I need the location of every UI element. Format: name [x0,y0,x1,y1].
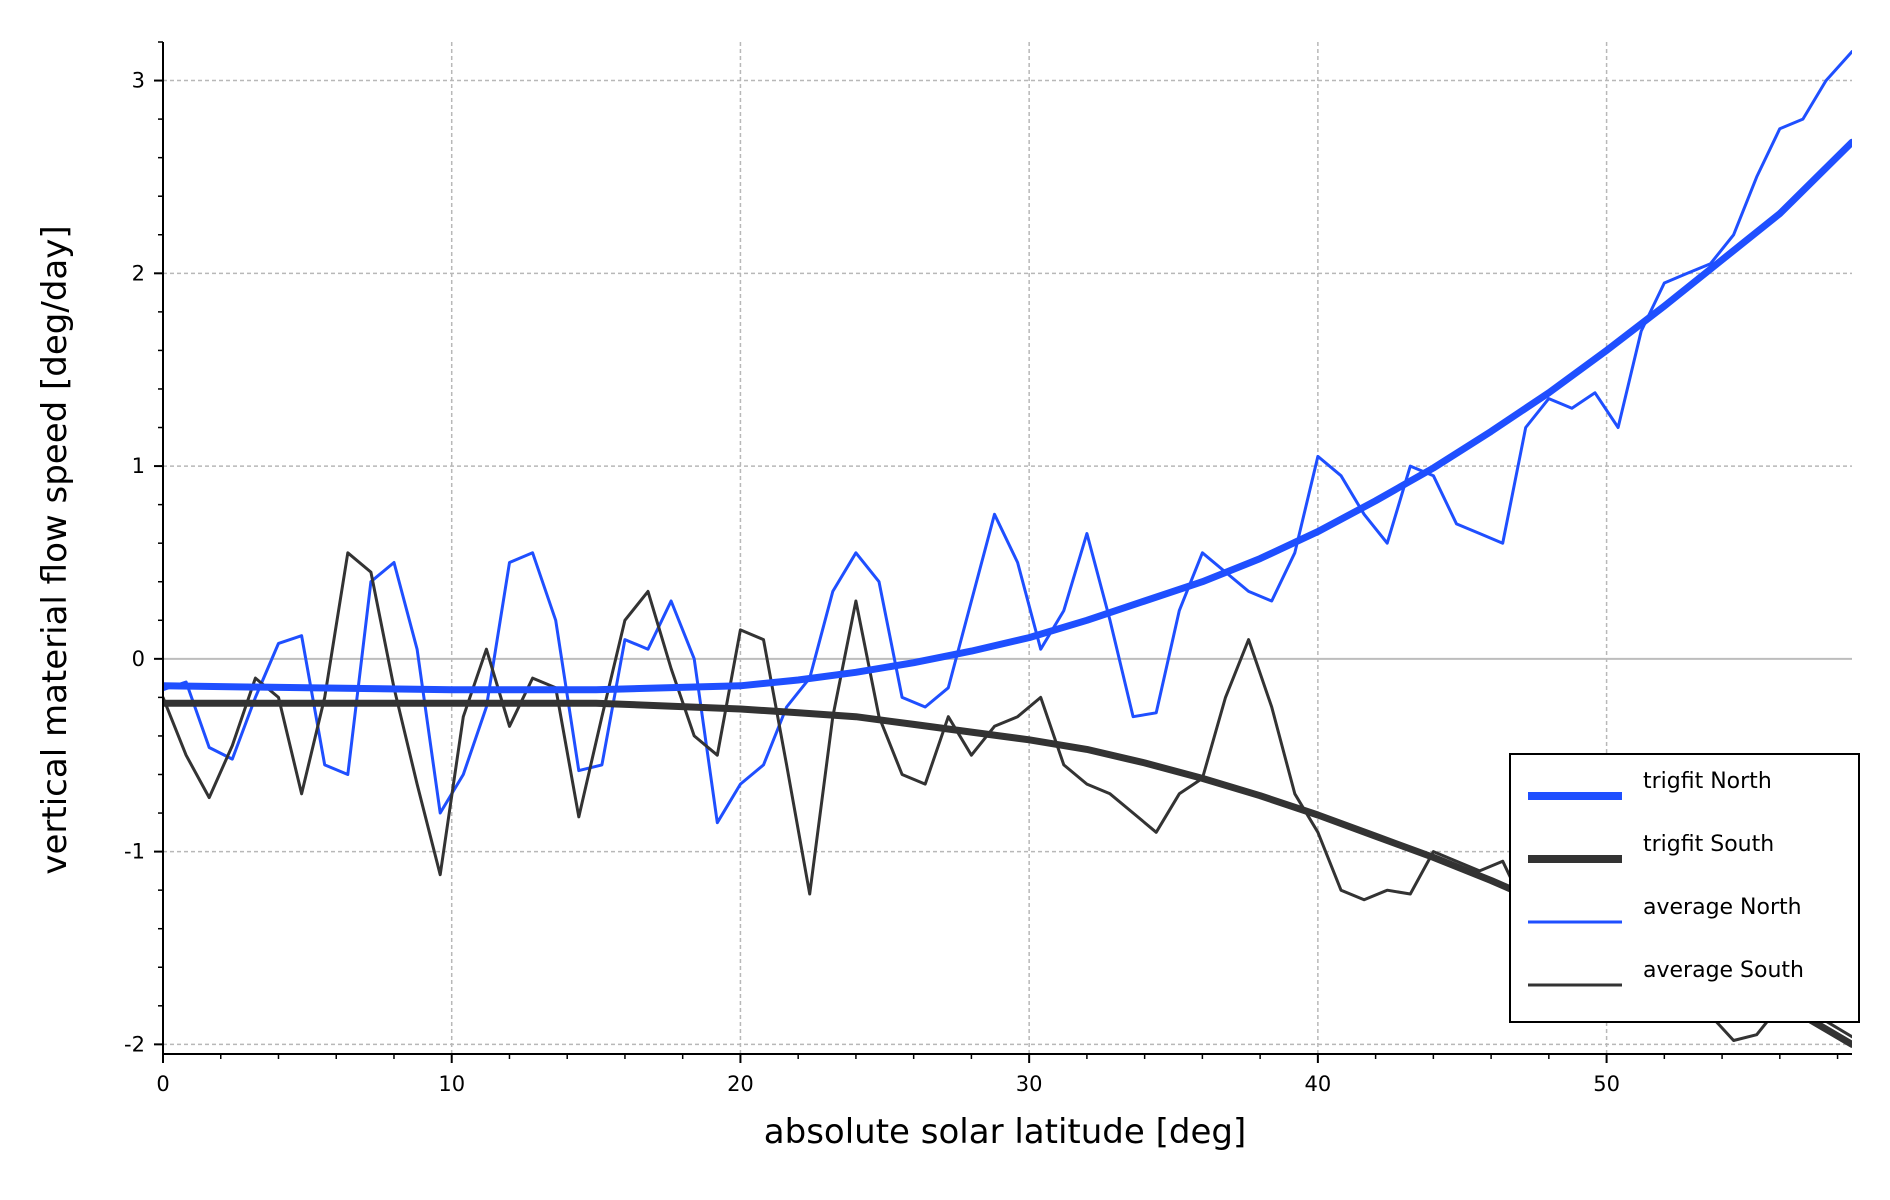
y-axis-label: vertical material flow speed [deg/day] [35,225,75,874]
x-tick-label: 20 [727,1072,754,1096]
x-tick-label: 0 [156,1072,169,1096]
y-tick-label: 3 [132,69,145,93]
y-tick-label: 2 [132,261,145,285]
legend-label-average-south: average South [1643,958,1804,983]
legend-label-average-north: average North [1643,895,1802,920]
y-tick-label: -2 [124,1032,145,1056]
series-line-average-north [163,50,1852,825]
tick-labels: 0 10 20 30 40 50 -2 -1 0 1 2 3 [124,69,1620,1096]
x-tick-label: 10 [438,1072,465,1096]
legend-label-trigfit-north: trigfit North [1643,769,1772,794]
x-axis-label: absolute solar latitude [deg] [764,1112,1246,1152]
y-tick-label: 0 [132,647,145,671]
series-line-trigfit-north [163,138,1852,694]
x-tick-label: 40 [1305,1072,1332,1096]
y-tick-label: 1 [132,454,145,478]
x-tick-label: 30 [1016,1072,1043,1096]
x-tick-label: 50 [1593,1072,1620,1096]
legend: trigfit North trigfit South average North a… [1509,753,1860,1023]
legend-label-trigfit-south: trigfit South [1643,832,1774,857]
y-tick-label: -1 [124,840,145,864]
axes [154,41,1852,1063]
